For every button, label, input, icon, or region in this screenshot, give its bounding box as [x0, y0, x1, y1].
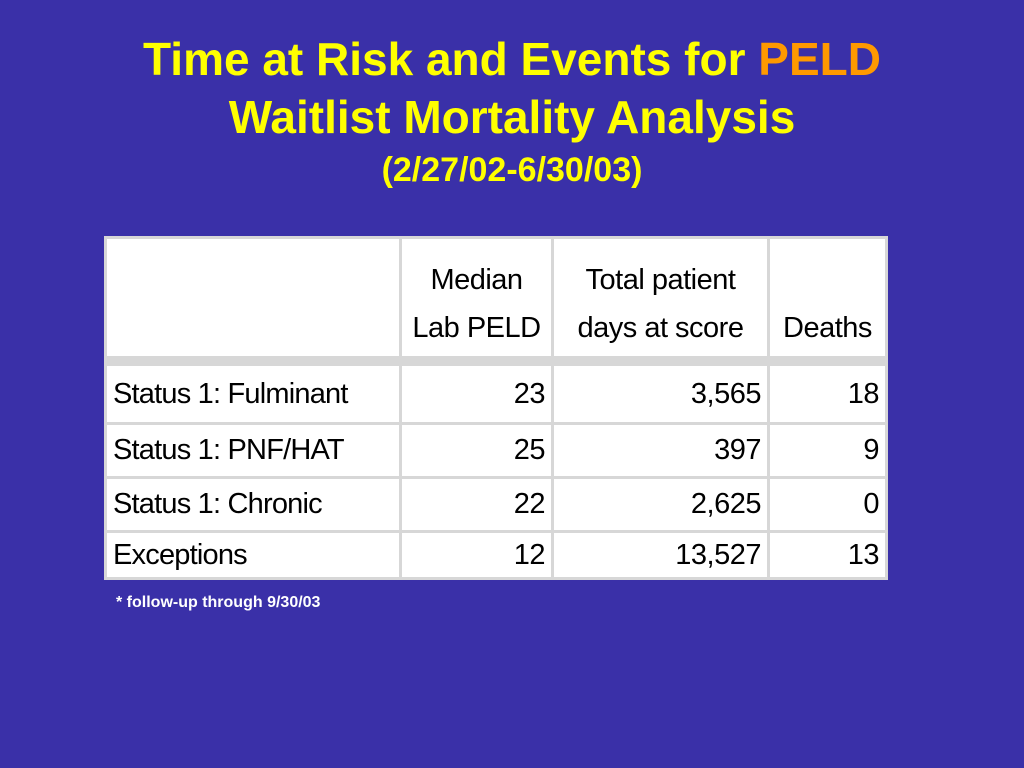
row-label-chronic: Status 1: Chronic — [107, 479, 399, 530]
cell-fulminant-median: 23 — [402, 366, 551, 422]
cell-exceptions-deaths: 13 — [770, 533, 885, 577]
row-label-pnf-hat: Status 1: PNF/HAT — [107, 425, 399, 476]
cell-pnf-hat-median: 25 — [402, 425, 551, 476]
title-date-range: (2/27/02-6/30/03) — [381, 151, 643, 189]
header-median-lab-peld: Median Lab PELD — [402, 239, 551, 356]
title-line-1-text: Time at Risk and Events for — [143, 33, 759, 85]
cell-fulminant-deaths: 18 — [770, 366, 885, 422]
cell-exceptions-median: 12 — [402, 533, 551, 577]
title-line-1: Time at Risk and Events for PELD — [0, 30, 1024, 88]
title-line-2: Waitlist Mortality Analysis — [228, 91, 796, 143]
cell-pnf-hat-deaths: 9 — [770, 425, 885, 476]
cell-exceptions-days: 13,527 — [554, 533, 767, 577]
header-deaths-text: Deaths — [783, 312, 872, 344]
row-label-fulminant: Status 1: Fulminant — [107, 366, 399, 422]
title-accent-peld: PELD — [758, 33, 881, 85]
header-total-patient-days: Total patient days at score — [554, 239, 767, 356]
cell-fulminant-days: 3,565 — [554, 366, 767, 422]
header-days-line2: days at score — [577, 312, 744, 344]
cell-chronic-median: 22 — [402, 479, 551, 530]
header-median-line1: Median — [430, 264, 523, 296]
cell-pnf-hat-days: 397 — [554, 425, 767, 476]
data-table: Median Lab PELD Total patient days at sc… — [104, 236, 888, 580]
row-label-exceptions: Exceptions — [107, 533, 399, 577]
header-deaths: Deaths — [770, 239, 885, 356]
header-median-line2: Lab PELD — [412, 312, 541, 344]
cell-chronic-days: 2,625 — [554, 479, 767, 530]
cell-chronic-deaths: 0 — [770, 479, 885, 530]
header-blank-cell — [107, 239, 399, 356]
slide-title: Time at Risk and Events for PELD Waitlis… — [0, 30, 1024, 194]
footnote: * follow-up through 9/30/03 — [116, 594, 321, 611]
header-days-line1: Total patient — [585, 264, 736, 296]
